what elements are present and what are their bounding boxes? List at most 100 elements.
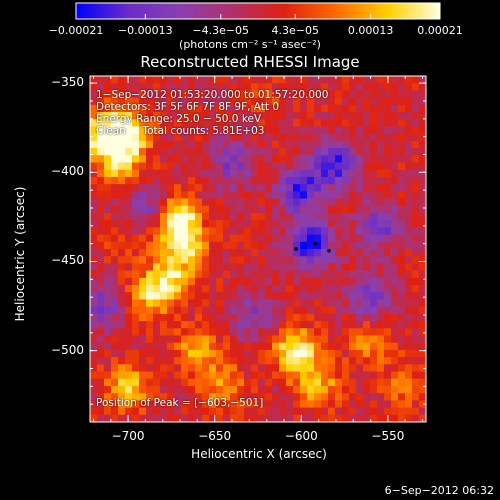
heatmap-cell bbox=[223, 184, 231, 192]
heatmap-cell bbox=[111, 292, 119, 301]
heatmap-cell bbox=[265, 140, 273, 149]
heatmap-cell bbox=[321, 112, 329, 120]
heatmap-cell bbox=[181, 414, 189, 422]
heatmap-cell bbox=[251, 407, 259, 416]
heatmap-cell bbox=[265, 414, 273, 422]
heatmap-cell bbox=[174, 249, 182, 257]
heatmap-cell bbox=[328, 385, 336, 394]
heatmap-cell bbox=[118, 299, 126, 308]
heatmap-cell bbox=[153, 104, 161, 113]
heatmap-cell bbox=[279, 205, 287, 214]
heatmap-cell bbox=[174, 328, 182, 337]
heatmap-cell bbox=[132, 393, 140, 401]
heatmap-cell bbox=[279, 241, 287, 250]
heatmap-cell bbox=[202, 342, 210, 351]
heatmap-cell bbox=[314, 212, 322, 221]
heatmap-cell bbox=[251, 176, 259, 185]
heatmap-cell bbox=[356, 321, 364, 329]
heatmap-cell bbox=[321, 349, 329, 358]
heatmap-cell bbox=[258, 241, 266, 250]
heatmap-cell bbox=[202, 414, 210, 422]
heatmap-cell bbox=[279, 76, 287, 84]
heatmap-cell bbox=[118, 191, 126, 200]
heatmap-cell bbox=[181, 357, 189, 365]
heatmap-cell bbox=[146, 155, 154, 164]
heatmap-cell bbox=[97, 263, 105, 272]
heatmap-cell bbox=[223, 371, 231, 380]
heatmap-cell bbox=[90, 407, 98, 416]
heatmap-cell bbox=[104, 90, 112, 99]
heatmap-cell bbox=[258, 227, 266, 236]
heatmap-cell bbox=[167, 400, 175, 409]
heatmap-cell bbox=[160, 90, 168, 99]
heatmap-cell bbox=[363, 126, 371, 135]
heatmap-cell bbox=[202, 335, 210, 344]
heatmap-cell bbox=[321, 241, 329, 250]
heatmap-cell bbox=[321, 256, 329, 265]
heatmap-cell bbox=[412, 104, 420, 113]
heatmap-cell bbox=[314, 148, 322, 156]
heatmap-cell bbox=[258, 342, 266, 351]
heatmap-cell bbox=[286, 155, 294, 164]
heatmap-cell bbox=[237, 328, 245, 337]
heatmap-cell bbox=[272, 148, 280, 156]
heatmap-cell bbox=[328, 241, 336, 250]
heatmap-cell bbox=[321, 270, 329, 279]
heatmap-cell bbox=[104, 148, 112, 156]
heatmap-cell bbox=[244, 90, 252, 99]
heatmap-cell bbox=[356, 90, 364, 99]
heatmap-cell bbox=[244, 313, 252, 322]
heatmap-cell bbox=[237, 162, 245, 171]
heatmap-cell bbox=[391, 364, 399, 373]
heatmap-cell bbox=[181, 328, 189, 337]
heatmap-cell bbox=[384, 313, 392, 322]
heatmap-cell bbox=[405, 155, 413, 164]
heatmap-cell bbox=[286, 256, 294, 265]
heatmap-cell bbox=[349, 285, 357, 293]
heatmap-cell bbox=[356, 249, 364, 257]
heatmap-cell bbox=[272, 400, 280, 409]
heatmap-cell bbox=[237, 126, 245, 135]
heatmap-cell bbox=[195, 112, 203, 120]
heatmap-cell bbox=[363, 256, 371, 265]
heatmap-cell bbox=[272, 83, 280, 92]
heatmap-cell bbox=[384, 227, 392, 236]
heatmap-cell bbox=[146, 256, 154, 265]
heatmap-cell bbox=[160, 112, 168, 120]
heatmap-cell bbox=[195, 198, 203, 207]
heatmap-cell bbox=[223, 321, 231, 329]
heatmap-cell bbox=[279, 90, 287, 99]
heatmap-cell bbox=[300, 328, 308, 337]
heatmap-cell bbox=[293, 234, 301, 243]
heatmap-cell bbox=[412, 241, 420, 250]
heatmap-cell bbox=[370, 212, 378, 221]
heatmap-cell bbox=[97, 256, 105, 265]
heatmap-cell bbox=[111, 83, 119, 92]
heatmap-cell bbox=[405, 328, 413, 337]
heatmap-cell bbox=[398, 234, 406, 243]
heatmap-cell bbox=[370, 299, 378, 308]
heatmap-cell bbox=[174, 184, 182, 192]
heatmap-cell bbox=[153, 184, 161, 192]
heatmap-cell bbox=[209, 205, 217, 214]
heatmap-cell bbox=[97, 385, 105, 394]
heatmap-cell bbox=[188, 292, 196, 301]
heatmap-cell bbox=[237, 227, 245, 236]
heatmap-cell bbox=[216, 313, 224, 322]
heatmap-cell bbox=[174, 270, 182, 279]
heatmap-cell bbox=[118, 169, 126, 178]
heatmap-cell bbox=[272, 126, 280, 135]
heatmap-cell bbox=[335, 241, 343, 250]
heatmap-cell bbox=[398, 357, 406, 365]
heatmap-cell bbox=[258, 148, 266, 156]
heatmap-cell bbox=[307, 342, 315, 351]
heatmap-cell bbox=[97, 335, 105, 344]
heatmap-cell bbox=[342, 321, 350, 329]
heatmap-cell bbox=[216, 169, 224, 178]
heatmap-cell bbox=[132, 241, 140, 250]
heatmap-cell bbox=[209, 169, 217, 178]
heatmap-cell bbox=[328, 184, 336, 192]
heatmap-cell bbox=[391, 349, 399, 358]
heatmap-cell bbox=[209, 349, 217, 358]
heatmap-cell bbox=[223, 205, 231, 214]
